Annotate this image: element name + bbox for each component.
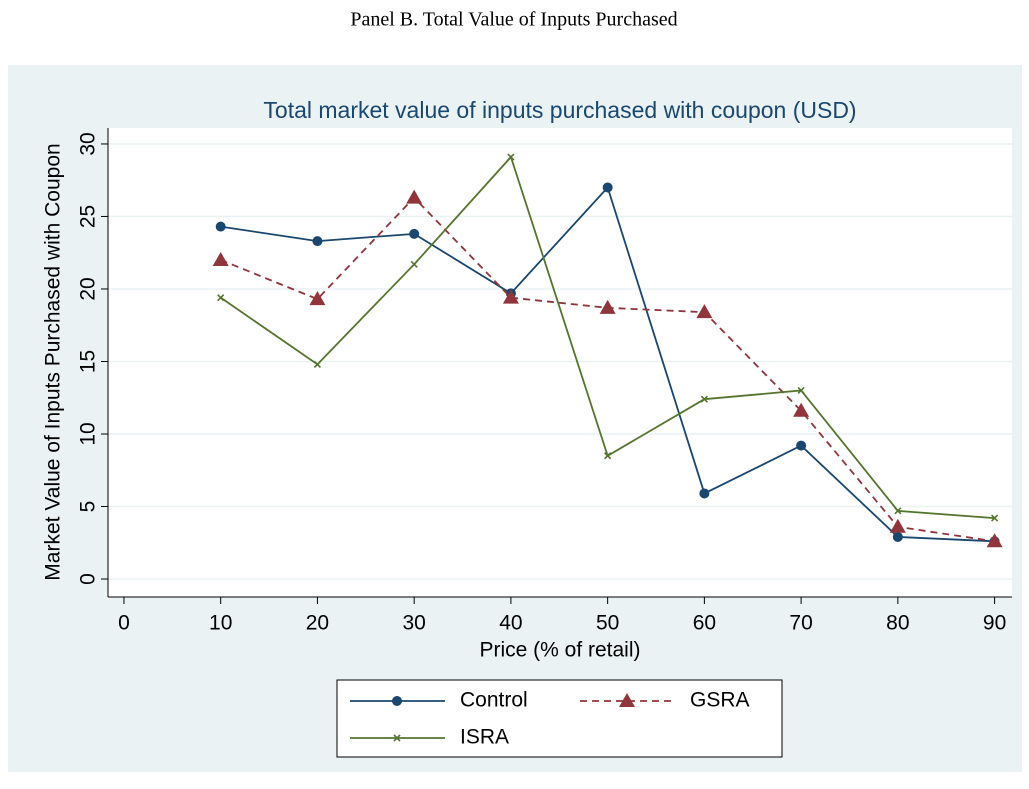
x-tick-label: 40 xyxy=(499,612,522,635)
x-tick-label: 10 xyxy=(209,612,232,635)
marker xyxy=(507,153,515,161)
y-tick-label: 0 xyxy=(77,573,100,585)
x-tick-label: 20 xyxy=(306,612,329,635)
y-axis-title: Market Value of Inputs Purchased with Co… xyxy=(42,143,65,580)
marker xyxy=(696,304,713,319)
x-tick-label: 90 xyxy=(983,612,1006,635)
marker xyxy=(309,291,326,306)
marker xyxy=(217,294,225,302)
y-tick-label: 25 xyxy=(77,205,100,228)
y-tick-label: 15 xyxy=(77,350,100,373)
marker xyxy=(409,228,420,239)
marker xyxy=(602,182,613,193)
marker xyxy=(894,507,902,515)
marker xyxy=(410,260,418,268)
legend-box xyxy=(336,679,783,758)
marker xyxy=(991,514,999,522)
legend-label: GSRA xyxy=(690,689,750,712)
legend-marker xyxy=(619,693,635,707)
marker xyxy=(793,402,810,417)
marker xyxy=(889,518,906,533)
marker xyxy=(604,452,612,460)
marker xyxy=(699,488,710,499)
y-tick-label: 10 xyxy=(77,422,100,445)
x-tick-label: 70 xyxy=(789,612,812,635)
marker xyxy=(797,386,805,395)
marker xyxy=(986,533,1003,548)
x-tick-label: 30 xyxy=(402,612,425,635)
x-axis-title: Price (% of retail) xyxy=(479,639,640,662)
panel-title: Panel B. Total Value of Inputs Purchased xyxy=(350,9,677,31)
x-tick-label: 0 xyxy=(118,612,130,635)
legend-marker xyxy=(393,734,401,742)
y-tick-label: 5 xyxy=(77,501,100,513)
x-tick-label: 50 xyxy=(596,612,619,635)
chart-title: Total market value of inputs purchased w… xyxy=(263,97,856,123)
marker xyxy=(599,299,616,314)
legend-label: Control xyxy=(460,689,528,712)
marker xyxy=(796,440,807,451)
marker xyxy=(212,251,229,266)
legend-marker xyxy=(392,696,402,706)
marker xyxy=(313,360,321,368)
marker xyxy=(215,221,226,232)
marker xyxy=(312,236,323,247)
x-tick-label: 80 xyxy=(886,612,909,635)
y-tick-label: 30 xyxy=(77,132,100,155)
marker xyxy=(892,531,903,542)
plot-area xyxy=(108,128,1012,597)
marker xyxy=(406,189,423,204)
legend-label: ISRA xyxy=(460,726,509,749)
marker xyxy=(502,289,519,304)
x-tick-label: 60 xyxy=(693,612,716,635)
y-tick-label: 20 xyxy=(77,277,100,300)
marker xyxy=(700,395,708,403)
